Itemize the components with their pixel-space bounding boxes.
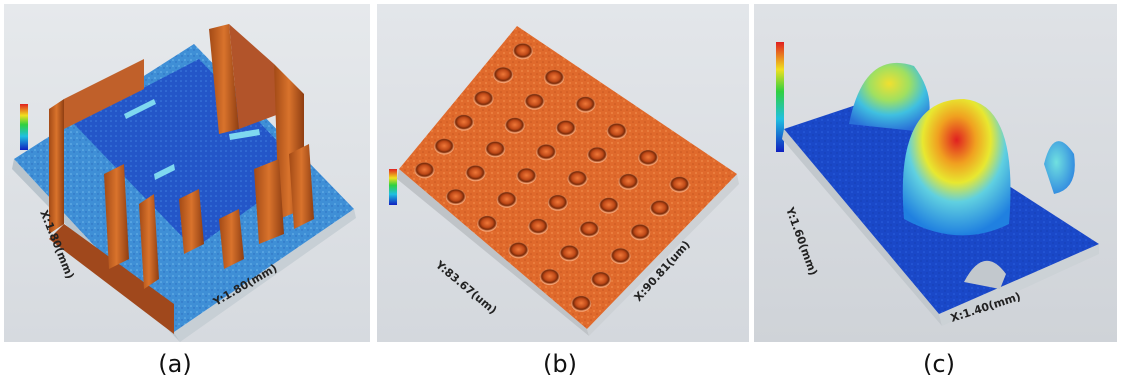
panel-a-3d-render: X:1.80(mm) Y:1.80(mm) xyxy=(12,24,356,342)
dimple xyxy=(445,189,466,206)
dimple xyxy=(477,215,498,232)
color-scale-bar xyxy=(20,104,28,150)
panel-b-surface-scan: Y:83.67(um) X:90.81(um) xyxy=(377,4,749,342)
dimple xyxy=(559,245,580,262)
dimple xyxy=(555,120,576,137)
dimple xyxy=(524,93,545,110)
color-scale-bar xyxy=(389,169,397,205)
dimple xyxy=(638,149,659,166)
panel-b-3d-render: Y:83.67(um) X:90.81(um) xyxy=(389,26,739,336)
dimple xyxy=(610,248,631,265)
dimple xyxy=(536,144,557,161)
color-scale-bar xyxy=(776,42,784,152)
dimple xyxy=(618,173,639,190)
dimple xyxy=(504,117,525,134)
edge-dome xyxy=(1044,141,1075,194)
panel-c-axis-y-label: Y:1.60(mm) xyxy=(783,205,820,278)
dimple xyxy=(496,191,517,208)
dimple xyxy=(508,242,529,259)
panel-b-axis-y-label: Y:83.67(um) xyxy=(432,258,499,317)
dimple xyxy=(575,96,596,113)
dimple xyxy=(587,147,608,164)
dimple xyxy=(567,170,588,187)
dimple xyxy=(485,141,506,158)
panel-c-3d-render: Y:1.60(mm) X:1.40(mm) xyxy=(776,42,1099,326)
dimple xyxy=(598,197,619,214)
dimple xyxy=(434,138,455,155)
dimple xyxy=(571,295,592,312)
dimple xyxy=(493,67,514,84)
dimple xyxy=(544,69,565,86)
panel-a-surface-scan: X:1.80(mm) Y:1.80(mm) xyxy=(4,4,370,342)
dimple xyxy=(547,194,568,211)
dimple xyxy=(512,43,533,60)
dimple xyxy=(516,168,537,185)
dimple xyxy=(649,200,670,217)
caption-b: (b) xyxy=(543,350,577,378)
dimple xyxy=(473,90,494,107)
dimple xyxy=(606,123,627,140)
dimple xyxy=(630,224,651,241)
caption-c: (c) xyxy=(923,350,955,378)
dimple xyxy=(453,114,474,131)
dimple xyxy=(414,162,435,179)
small-dome xyxy=(849,62,930,132)
large-dome xyxy=(902,99,1011,236)
panel-c-surface-scan: Y:1.60(mm) X:1.40(mm) xyxy=(754,4,1117,342)
dimple xyxy=(579,221,600,238)
dimple xyxy=(669,176,690,193)
dimple xyxy=(539,269,560,286)
caption-a: (a) xyxy=(158,350,192,378)
dimple-array xyxy=(414,43,690,312)
dimple xyxy=(590,271,611,288)
dimple xyxy=(465,165,486,182)
dimple xyxy=(528,218,549,235)
